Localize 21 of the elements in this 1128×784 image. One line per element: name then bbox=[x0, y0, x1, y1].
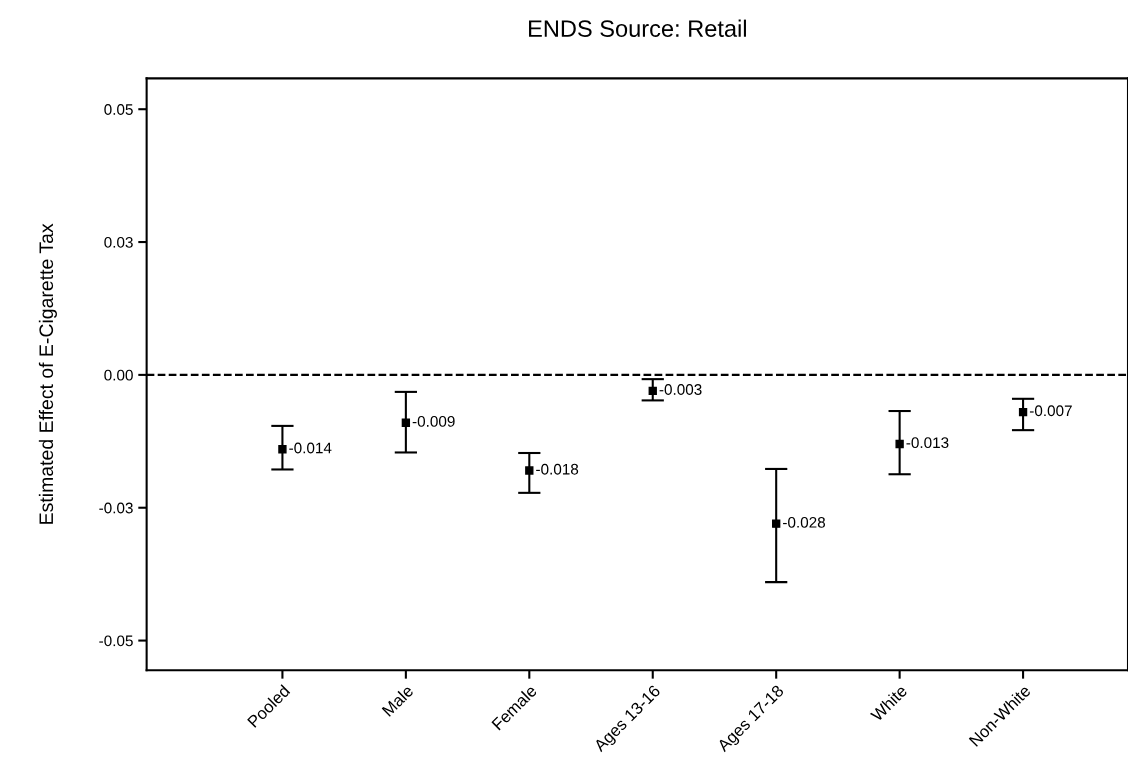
data-label: -0.007 bbox=[1029, 405, 1072, 417]
y-tick-label: 0.03 bbox=[104, 236, 133, 248]
point bbox=[772, 519, 781, 528]
point bbox=[525, 466, 534, 475]
y-tick-label: 0.00 bbox=[104, 369, 133, 381]
y-axis-title: Estimated Effect of E-Cigarette Tax bbox=[38, 223, 57, 524]
y-tick-label: -0.03 bbox=[99, 502, 133, 514]
point bbox=[1018, 407, 1028, 417]
data-label: -0.028 bbox=[783, 516, 826, 528]
data-label: -0.018 bbox=[536, 463, 579, 475]
point bbox=[401, 418, 411, 427]
point bbox=[278, 445, 287, 454]
data-label: -0.013 bbox=[906, 437, 949, 449]
point bbox=[648, 386, 657, 395]
chart-title: ENDS Source: Retail bbox=[529, 19, 746, 37]
data-label: -0.003 bbox=[659, 384, 702, 395]
y-tick-label: -0.05 bbox=[99, 635, 133, 647]
data-label: -0.014 bbox=[289, 442, 332, 454]
point bbox=[895, 439, 904, 449]
y-tick-label: 0.05 bbox=[104, 104, 133, 115]
data-label: -0.009 bbox=[412, 416, 455, 427]
